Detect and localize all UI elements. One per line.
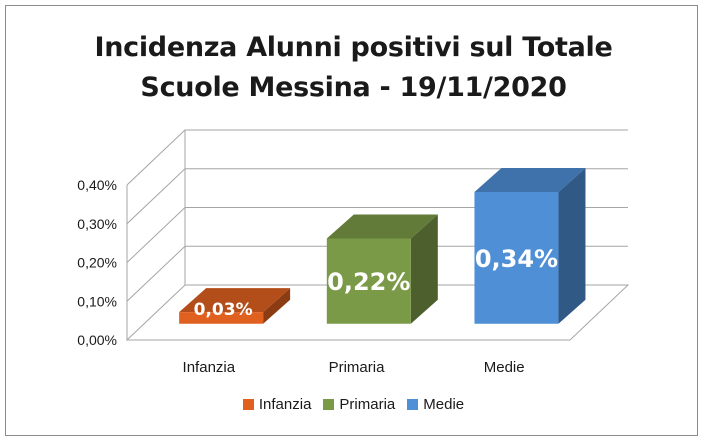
y-tick-label: 0,20% xyxy=(77,255,117,271)
x-tick-label: Primaria xyxy=(329,359,385,376)
data-label: 0,22% xyxy=(327,268,410,296)
y-tick-label: 0,10% xyxy=(77,293,117,309)
legend-swatch xyxy=(242,399,254,410)
bar-primaria: 0,22% xyxy=(326,214,438,324)
legend-item-infanzia: Infanzia xyxy=(242,396,312,413)
bar-side-face xyxy=(263,288,291,324)
bar-medie: 0,34% xyxy=(474,168,586,324)
x-axis-tick-labels: Infanzia Primaria Medie xyxy=(183,359,525,376)
bar-side-face xyxy=(410,214,438,324)
legend-label: Medie xyxy=(423,396,465,413)
bar-top-face xyxy=(474,168,586,192)
y-axis-tick-labels: 0,00% 0,10% 0,20% 0,30% 0,40% xyxy=(77,177,117,348)
y-tick-label: 0,00% xyxy=(77,332,117,348)
bar-top-face xyxy=(326,214,438,239)
chart-title-line-2: Scuole Messina - 19/11/2020 xyxy=(140,72,567,103)
legend-item-medie: Medie xyxy=(407,396,464,413)
legend-swatch xyxy=(407,399,419,410)
chart-title: Incidenza Alunni positivi sul Totale Scu… xyxy=(0,28,707,108)
bar-side-face xyxy=(558,168,586,324)
x-tick-label: Medie xyxy=(484,359,525,376)
bars: 0,03% 0,22% 0,34% xyxy=(179,168,586,324)
bar-top-face xyxy=(179,288,291,313)
bar-front-face xyxy=(474,192,559,324)
legend-label: Infanzia xyxy=(258,396,312,413)
legend-swatch xyxy=(323,399,335,410)
y-tick-label: 0,40% xyxy=(77,177,117,193)
data-label: 0,34% xyxy=(475,245,558,273)
x-tick-label: Infanzia xyxy=(183,359,236,376)
gridline xyxy=(126,129,628,186)
legend-label: Primaria xyxy=(339,396,396,413)
y-tick-label: 0,30% xyxy=(77,216,117,232)
legend: Infanzia Primaria Medie xyxy=(0,396,707,413)
legend-item-primaria: Primaria xyxy=(323,396,395,413)
data-label: 0,03% xyxy=(194,300,253,320)
bar-infanzia: 0,03% xyxy=(179,288,291,324)
bar-front-face xyxy=(326,238,411,324)
chart-title-line-1: Incidenza Alunni positivi sul Totale xyxy=(94,32,613,63)
bar-front-face xyxy=(179,312,264,324)
gridline xyxy=(126,168,628,225)
